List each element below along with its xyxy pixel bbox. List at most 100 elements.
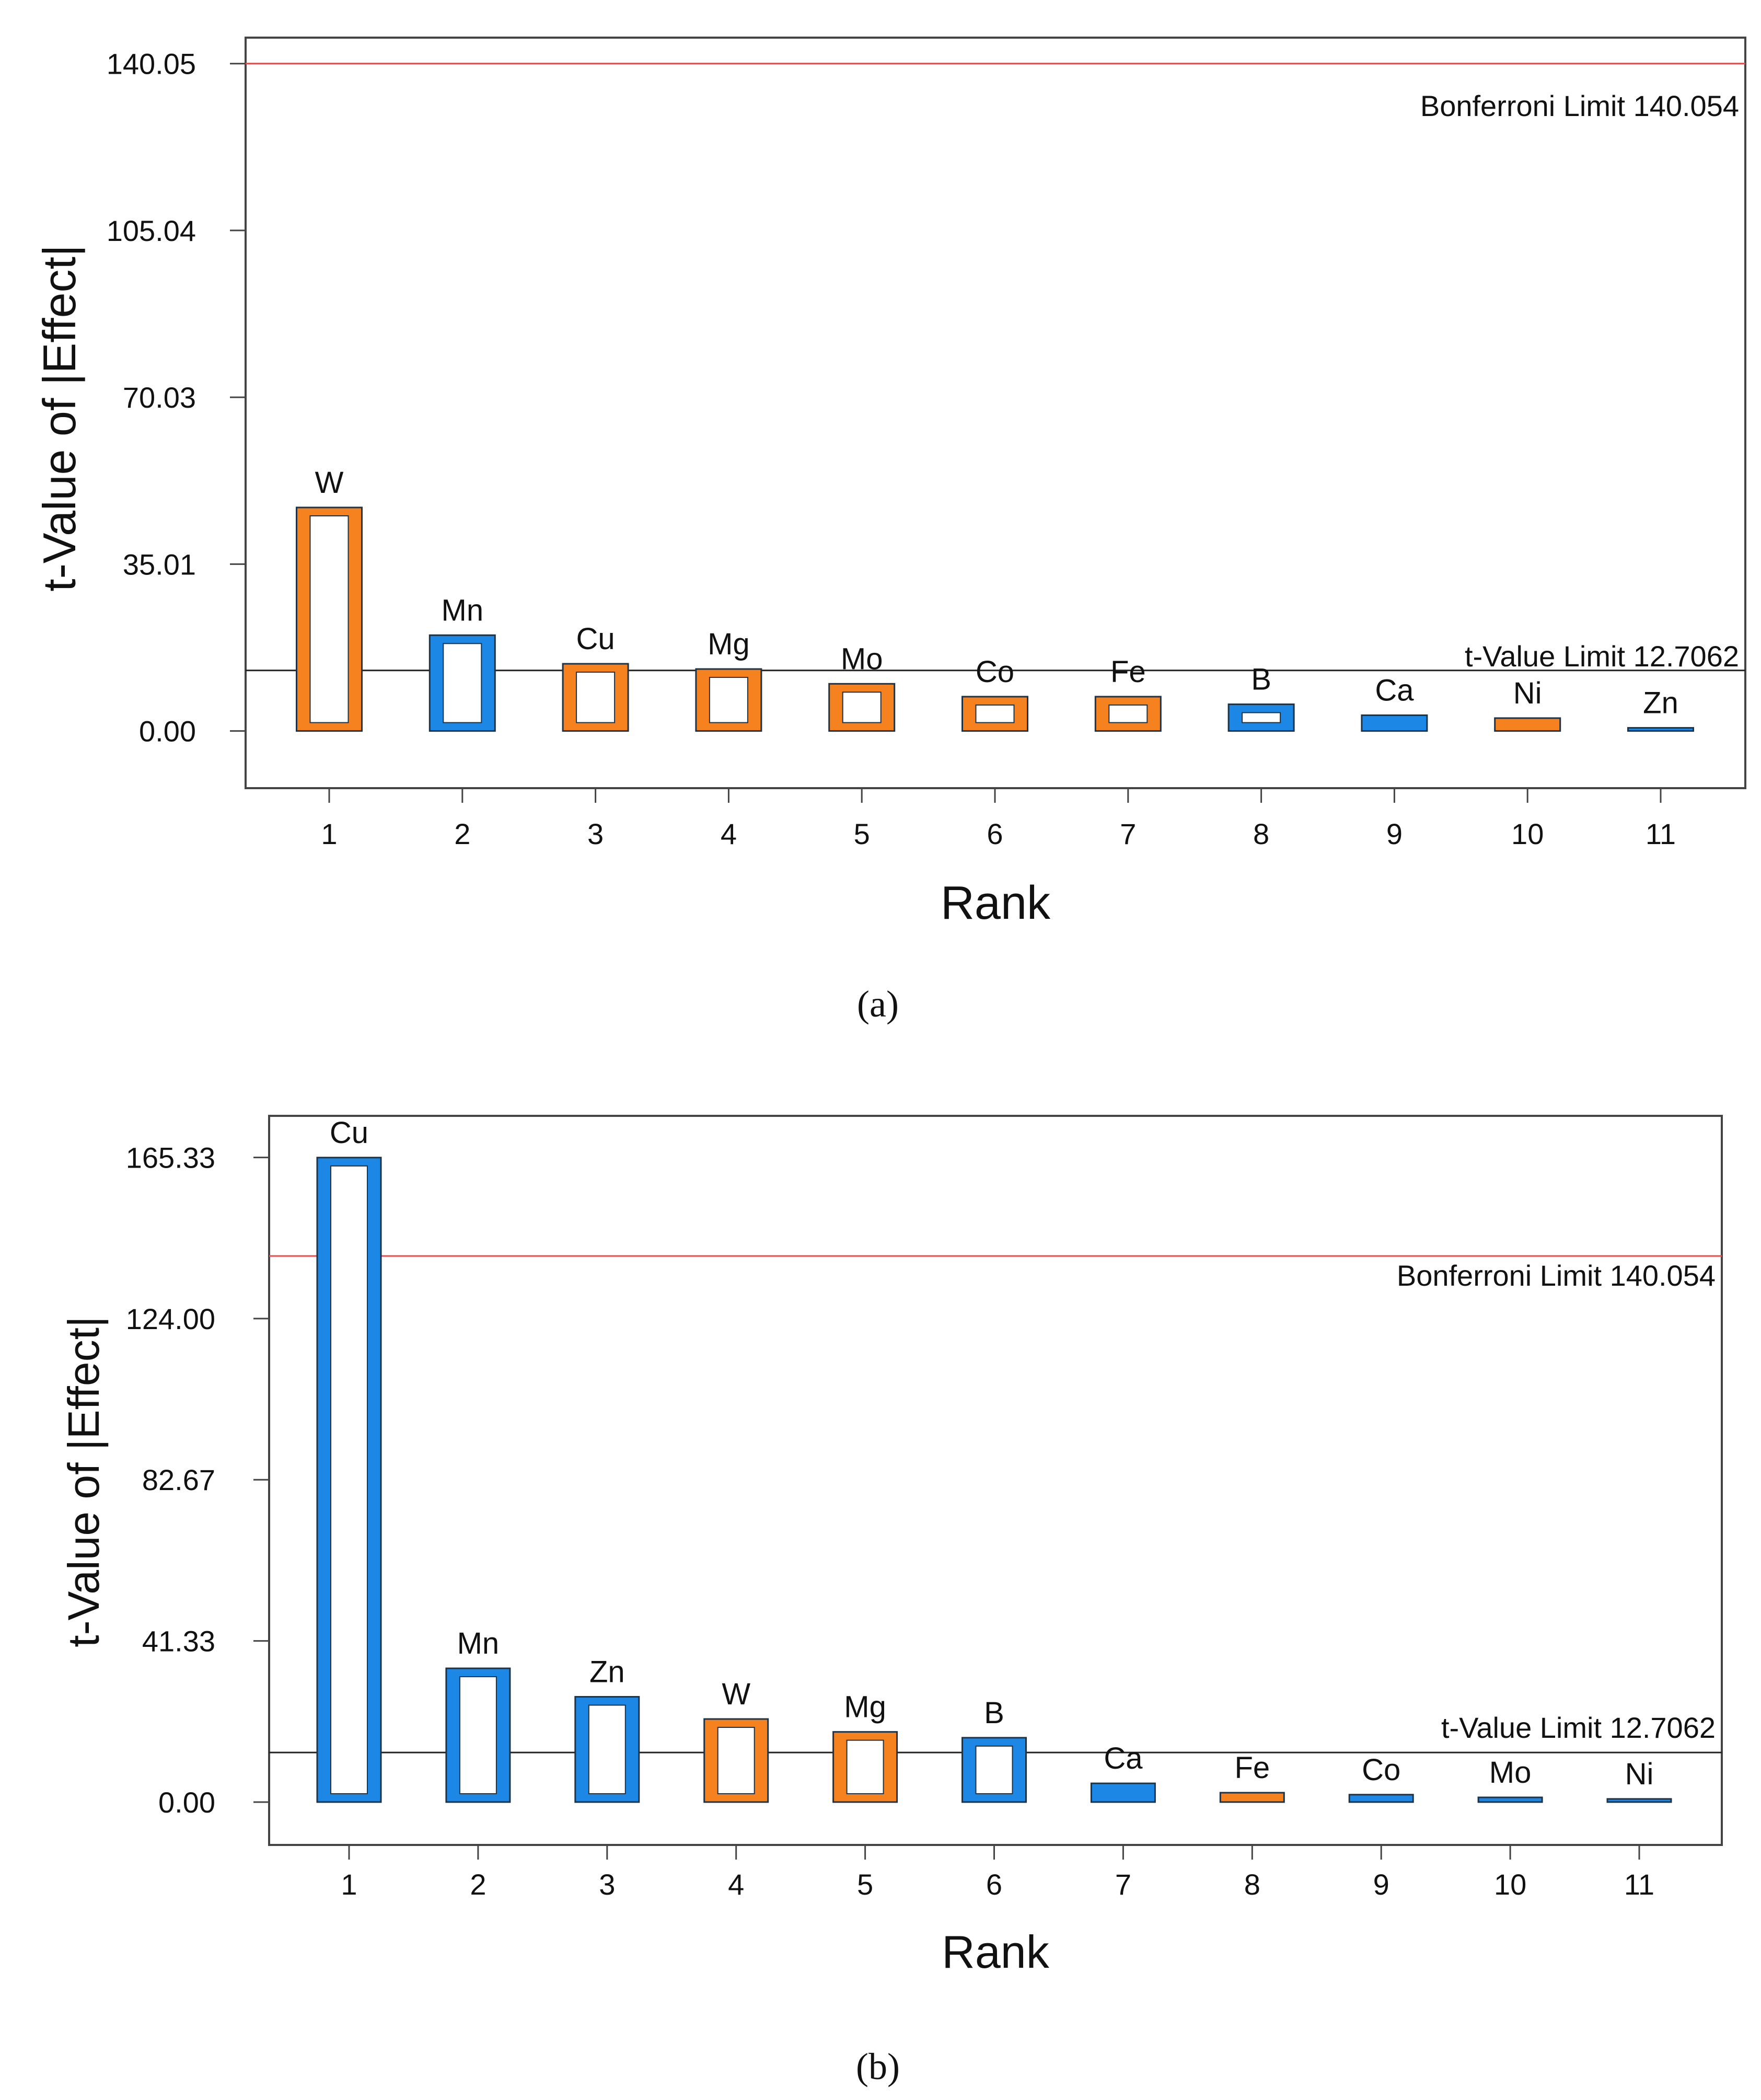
bar [1606, 1798, 1672, 1803]
bar-zn: Zn [1627, 686, 1694, 732]
bar-co: Co [961, 655, 1028, 732]
bar-label: Mo [1489, 1756, 1532, 1790]
bar-mo: Mo [828, 642, 896, 732]
bar-label: Mo [841, 642, 883, 676]
bar-label: W [722, 1677, 750, 1711]
bar-inner [709, 677, 748, 723]
x-tick-label: 10 [1494, 1868, 1526, 1901]
bar-label: B [984, 1696, 1004, 1730]
x-tick-label: 11 [1624, 1868, 1654, 1901]
bar-inner [588, 1704, 626, 1794]
bar-cu: Cu [562, 622, 629, 732]
figure-caption: (a) [857, 983, 899, 1025]
bar-inner [717, 1727, 755, 1794]
bar-co: Co [1348, 1753, 1414, 1803]
x-tick-label: 1 [341, 1868, 357, 1901]
t-value-limit-label: t-Value Limit 12.7062 [1465, 640, 1739, 673]
bar-inner [1242, 712, 1281, 723]
bar-zn: Zn [574, 1655, 640, 1803]
x-tick-label: 8 [1244, 1868, 1260, 1901]
bar [1090, 1782, 1156, 1803]
bar [1627, 727, 1694, 732]
bar-inner [459, 1676, 497, 1794]
bonferroni-limit-label: Bonferroni Limit 140.054 [1397, 1259, 1716, 1292]
bar-label: Ca [1375, 674, 1414, 708]
y-tick-label: 105.04 [107, 214, 196, 247]
t-value-limit-label: t-Value Limit 12.7062 [1441, 1711, 1716, 1744]
x-tick-label: 9 [1373, 1868, 1389, 1901]
bar-inner [975, 704, 1015, 723]
x-tick-label: 2 [454, 817, 470, 850]
bar-label: Fe [1234, 1751, 1270, 1785]
bar [961, 696, 1028, 732]
bar-inner [576, 672, 616, 723]
bar-label: Mg [708, 627, 750, 661]
bar-ni: Ni [1606, 1757, 1672, 1803]
bar-mn: Mn [428, 593, 496, 732]
y-axis-title: t-Value of |Effect| [33, 245, 85, 592]
y-axis-title: t-Value of |Effect| [59, 1316, 108, 1647]
bar-label: Zn [589, 1655, 625, 1689]
chart-a: 0.00 35.01 70.03 105.04 140.05 1 2 3 4 5 6 7 8 9 10 11 R… [33, 37, 1746, 1025]
y-tick-label: 35.01 [123, 548, 196, 581]
bar-inner [1108, 704, 1148, 723]
x-tick-label: 4 [721, 817, 737, 850]
x-tick-label: 7 [1115, 1868, 1131, 1901]
x-tick-label: 1 [321, 817, 337, 850]
x-tick-label: 3 [599, 1868, 615, 1901]
bar-label: Ni [1625, 1757, 1654, 1791]
bar-inner [330, 1165, 368, 1794]
y-tick-label: 165.33 [126, 1141, 215, 1174]
bar-label: Zn [1643, 686, 1678, 720]
bar-label: Cu [330, 1116, 368, 1150]
bar-label: W [315, 466, 344, 500]
bar-ca: Ca [1090, 1741, 1156, 1803]
x-tick-label: 6 [987, 817, 1003, 850]
bar-mg: Mg [832, 1690, 898, 1803]
x-axis-title: Rank [941, 877, 1051, 929]
x-tick-label: 4 [728, 1868, 744, 1901]
x-tick-label: 6 [986, 1868, 1002, 1901]
chart-b: 0.00 41.33 82.67 124.00 165.33 1 2 3 4 5 6 7 8 9 10 11 R… [59, 1115, 1723, 2087]
x-tick-label: 2 [470, 1868, 486, 1901]
bar-mg: Mg [695, 627, 762, 732]
y-tick-label: 140.05 [107, 48, 196, 80]
bar-w: W [296, 466, 363, 732]
x-axis-title: Rank [942, 1926, 1049, 1978]
bar-cu: Cu [316, 1116, 382, 1803]
x-tick-label: 5 [854, 817, 870, 850]
bar-b: B [961, 1696, 1027, 1803]
bar [1361, 714, 1428, 732]
bar [1494, 717, 1561, 732]
x-tick-label: 9 [1386, 817, 1403, 850]
bar-inner [443, 643, 482, 723]
bar-inner [846, 1739, 884, 1794]
bonferroni-limit-label: Bonferroni Limit 140.054 [1420, 89, 1739, 122]
bar-label: Cu [576, 622, 615, 656]
bar-label: Mg [844, 1690, 886, 1724]
y-tick-label: 0.00 [158, 1786, 215, 1819]
bar-b: B [1227, 663, 1295, 732]
x-tick-label: 3 [587, 817, 604, 850]
x-tick-label: 8 [1253, 817, 1269, 850]
y-tick-label: 41.33 [142, 1625, 215, 1658]
bar [1477, 1796, 1543, 1803]
x-tick-label: 10 [1511, 817, 1544, 850]
bar-label: Mn [457, 1626, 500, 1660]
bar-ni: Ni [1494, 676, 1561, 732]
bar-label: B [1251, 663, 1271, 697]
y-tick-label: 124.00 [126, 1302, 215, 1335]
y-tick-label: 70.03 [123, 381, 196, 414]
y-tick-label: 82.67 [142, 1463, 215, 1496]
bar-inner [975, 1745, 1013, 1794]
bar-mo: Mo [1477, 1756, 1543, 1803]
bar-inner [842, 691, 882, 723]
bar-mn: Mn [445, 1626, 511, 1803]
bar [1348, 1794, 1414, 1803]
y-tick-label: 0.00 [139, 715, 196, 748]
x-tick-label: 11 [1646, 817, 1676, 850]
bar-label: Co [976, 655, 1014, 689]
bar-fe: Fe [1219, 1751, 1285, 1803]
bar-ca: Ca [1361, 674, 1428, 732]
